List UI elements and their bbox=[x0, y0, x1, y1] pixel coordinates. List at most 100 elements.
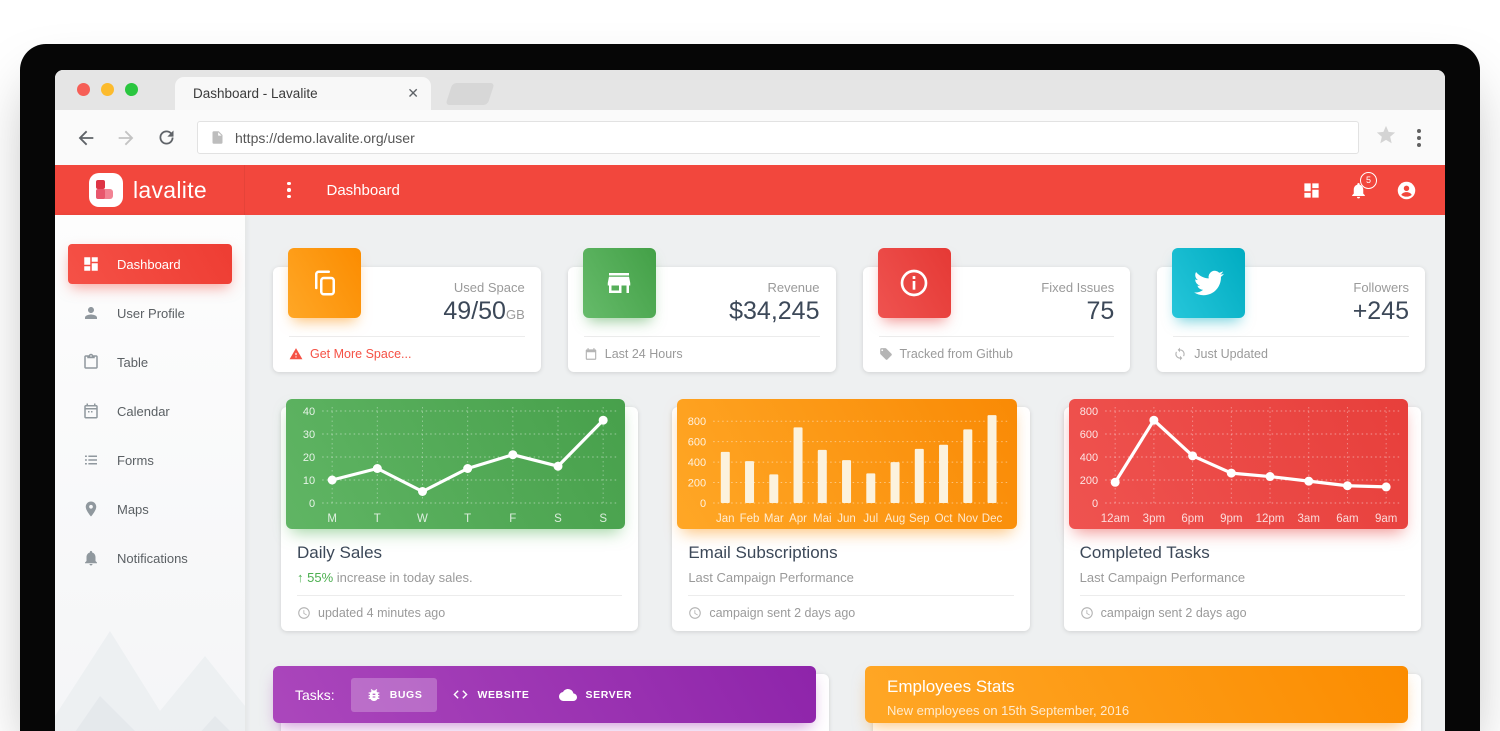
svg-text:12am: 12am bbox=[1100, 513, 1129, 525]
svg-text:Jun: Jun bbox=[838, 513, 857, 525]
employees-stats-card: Employees Stats New employees on 15th Se… bbox=[865, 666, 1421, 731]
app-navbar: lavalite Dashboard 5 bbox=[55, 165, 1445, 215]
sidebar-item-notifications[interactable]: Notifications bbox=[68, 538, 232, 578]
person-icon bbox=[1397, 181, 1416, 199]
completed-tasks-card: 0 200 400 600 800 12am 3pm 6pm 9pm 12pm 3am 6am 9am … bbox=[1063, 399, 1421, 631]
card-subtitle: ↑ 55% increase in today sales. bbox=[297, 570, 473, 585]
sidebar-item-dashboard[interactable]: Dashboard bbox=[68, 244, 232, 284]
sidebar-item-forms[interactable]: Forms bbox=[68, 440, 232, 480]
calendar-icon bbox=[585, 348, 596, 360]
svg-text:0: 0 bbox=[700, 498, 706, 510]
svg-text:F: F bbox=[509, 513, 516, 525]
svg-text:6pm: 6pm bbox=[1181, 513, 1203, 525]
browser-window: Dashboard - Lavalite ✕ https://demo.lava… bbox=[55, 70, 1445, 731]
tab-title: Dashboard - Lavalite bbox=[193, 86, 318, 101]
sidebar-item-table[interactable]: Table bbox=[68, 342, 232, 382]
user-icon bbox=[82, 303, 102, 323]
sidebar-mountain-image bbox=[55, 631, 245, 731]
card-subtitle: Last Campaign Performance bbox=[688, 570, 854, 585]
card-footer: updated 4 minutes ago bbox=[297, 595, 623, 631]
main-content: Used Space 49/50GB Get More Space... Rev… bbox=[245, 215, 1445, 731]
svg-text:400: 400 bbox=[1079, 452, 1097, 464]
stat-footer: Tracked from Github bbox=[878, 336, 1115, 372]
new-tab-button[interactable] bbox=[445, 83, 495, 105]
browser-toolbar: https://demo.lavalite.org/user bbox=[55, 110, 1445, 165]
dashboard-icon bbox=[82, 254, 102, 274]
sidebar-item-calendar[interactable]: Calendar bbox=[68, 391, 232, 431]
notification-badge: 5 bbox=[1360, 171, 1377, 189]
back-button[interactable] bbox=[73, 125, 99, 151]
email-subscriptions-chart: 0 200 400 600 800 Jan Feb Mar Apr Mai Jun Jul Aug Sep… bbox=[677, 399, 1017, 529]
svg-text:30: 30 bbox=[303, 429, 315, 441]
sidebar-item-maps[interactable]: Maps bbox=[68, 489, 232, 529]
sidebar: Dashboard User Profile Table Calendar Fo… bbox=[55, 215, 245, 731]
brand-name: lavalite bbox=[133, 176, 207, 203]
clock-icon bbox=[689, 607, 702, 619]
svg-text:800: 800 bbox=[1079, 406, 1097, 418]
svg-text:6am: 6am bbox=[1336, 513, 1358, 525]
svg-text:Feb: Feb bbox=[740, 513, 760, 525]
svg-text:200: 200 bbox=[1079, 475, 1097, 487]
svg-text:Mai: Mai bbox=[813, 513, 832, 525]
card-footer: campaign sent 2 days ago bbox=[1079, 595, 1405, 631]
tab-close-icon[interactable]: ✕ bbox=[407, 85, 419, 101]
stat-category: Revenue bbox=[767, 280, 820, 295]
browser-menu-icon[interactable] bbox=[1411, 125, 1427, 151]
browser-tab[interactable]: Dashboard - Lavalite ✕ bbox=[175, 77, 431, 110]
stat-value: 49/50 bbox=[443, 297, 506, 325]
svg-text:0: 0 bbox=[309, 498, 315, 510]
svg-text:400: 400 bbox=[688, 457, 706, 469]
tasks-header: Tasks: BUGS WEBSITE SERVER bbox=[273, 666, 816, 723]
svg-text:0: 0 bbox=[1092, 498, 1098, 510]
maximize-window-button[interactable] bbox=[125, 83, 138, 96]
svg-text:3pm: 3pm bbox=[1142, 513, 1164, 525]
tab-website[interactable]: WEBSITE bbox=[437, 677, 544, 712]
twitter-icon bbox=[1172, 248, 1246, 318]
stat-value: $34,245 bbox=[729, 297, 820, 325]
tab-bugs[interactable]: BUGS bbox=[350, 677, 438, 712]
svg-text:M: M bbox=[327, 513, 337, 525]
stat-value: 75 bbox=[1086, 297, 1115, 325]
clock-icon bbox=[1080, 607, 1093, 619]
page-title: Dashboard bbox=[326, 181, 400, 199]
account-button[interactable] bbox=[1396, 180, 1417, 201]
arrow-up-icon: ↑ bbox=[297, 570, 304, 585]
svg-text:Jul: Jul bbox=[864, 513, 879, 525]
card-title: Completed Tasks bbox=[1079, 543, 1210, 562]
completed-tasks-chart: 0 200 400 600 800 12am 3pm 6pm 9pm 12pm 3am 6am 9am bbox=[1068, 399, 1408, 529]
svg-text:T: T bbox=[464, 513, 471, 525]
svg-text:20: 20 bbox=[303, 452, 315, 464]
close-window-button[interactable] bbox=[77, 83, 90, 96]
reload-button[interactable] bbox=[153, 125, 179, 151]
svg-text:Jan: Jan bbox=[716, 513, 735, 525]
lavalite-logo-icon bbox=[89, 173, 123, 207]
tab-server[interactable]: SERVER bbox=[544, 677, 647, 713]
stat-footer: Just Updated bbox=[1173, 336, 1409, 372]
code-icon bbox=[453, 690, 469, 699]
card-subtitle: Last Campaign Performance bbox=[1079, 570, 1246, 585]
bug-icon bbox=[368, 688, 380, 701]
notifications-button[interactable]: 5 bbox=[1349, 171, 1377, 200]
bookmark-star-icon[interactable] bbox=[1375, 124, 1397, 151]
info-icon bbox=[877, 248, 951, 318]
forward-button[interactable] bbox=[113, 125, 139, 151]
url-text: https://demo.lavalite.org/user bbox=[235, 129, 415, 146]
sidebar-item-user-profile[interactable]: User Profile bbox=[68, 293, 232, 333]
traffic-lights bbox=[77, 83, 138, 96]
brand[interactable]: lavalite bbox=[55, 165, 245, 215]
url-bar[interactable]: https://demo.lavalite.org/user bbox=[197, 121, 1359, 154]
update-icon bbox=[1175, 347, 1185, 361]
svg-text:200: 200 bbox=[688, 478, 706, 490]
copy-icon bbox=[288, 248, 361, 318]
tag-icon bbox=[879, 348, 892, 360]
sidebar-toggle-icon[interactable] bbox=[287, 181, 291, 199]
dashboard-grid-icon[interactable] bbox=[1302, 181, 1321, 200]
store-icon bbox=[582, 248, 656, 318]
stat-card-used-space: Used Space 49/50GB Get More Space... bbox=[273, 248, 541, 372]
minimize-window-button[interactable] bbox=[101, 83, 114, 96]
get-more-space-link[interactable]: Get More Space... bbox=[289, 336, 525, 372]
employees-stats-header: Employees Stats New employees on 15th Se… bbox=[865, 666, 1408, 723]
stat-category: Followers bbox=[1353, 280, 1409, 295]
list-icon bbox=[82, 450, 102, 470]
card-title: Email Subscriptions bbox=[688, 543, 838, 562]
